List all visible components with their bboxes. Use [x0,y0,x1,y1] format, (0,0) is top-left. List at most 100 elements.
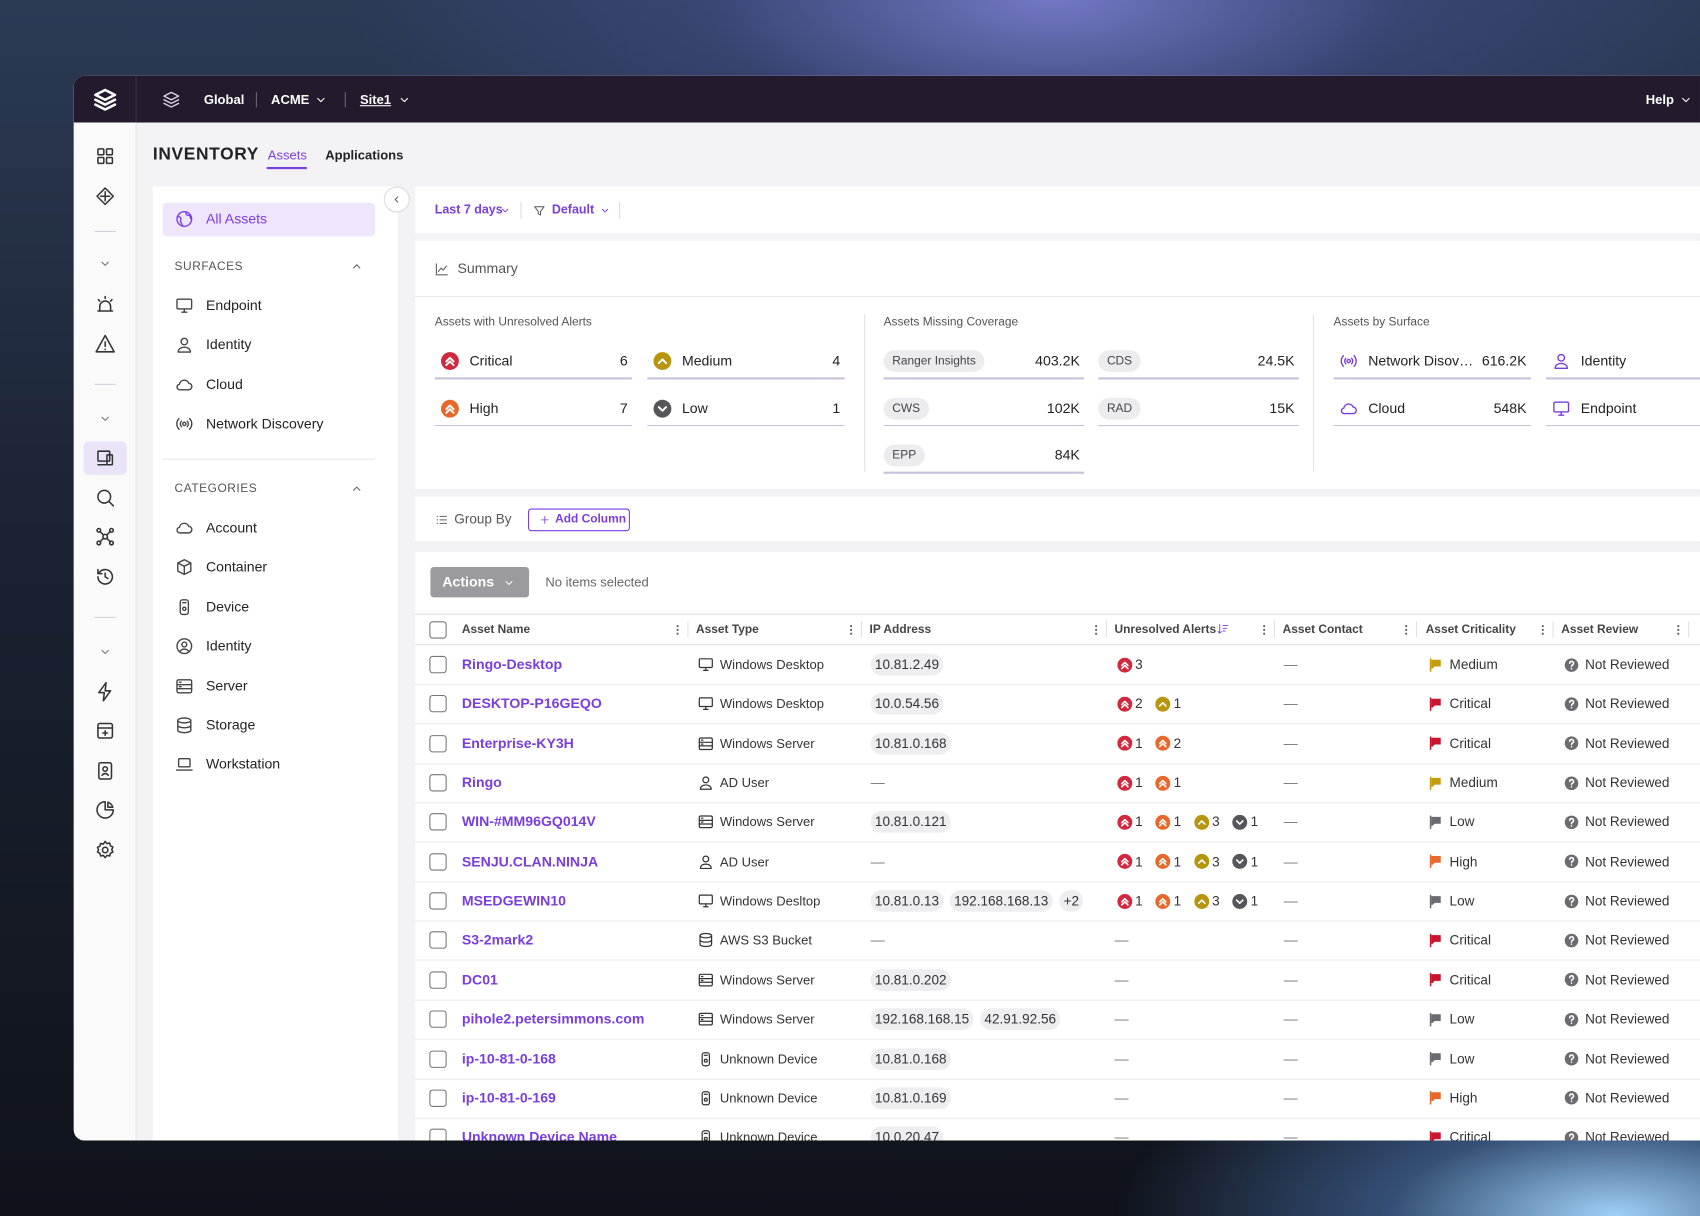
asset-type: Windows Desktop [719,696,825,712]
checkbox[interactable] [429,1050,447,1068]
review: Not Reviewed [1585,972,1670,988]
icon-part [533,205,545,215]
asset-name[interactable]: Ringo [461,774,502,791]
sidebar-item[interactable]: Identity [205,336,252,353]
icon-part [176,298,193,310]
sidebar-item[interactable]: Workstation [205,756,281,773]
sidebar-item[interactable]: Endpoint [205,297,262,314]
all-assets-bg[interactable] [162,202,376,237]
checkbox[interactable] [429,734,447,753]
column-divider [1415,621,1418,638]
icon-part [698,658,713,671]
icon-part [1094,625,1098,628]
summary-underline [1546,424,1700,427]
column-header[interactable]: Asset Review [1561,623,1639,637]
sidebar-item[interactable]: Network Discovery [205,415,324,432]
help[interactable]: Help [1645,92,1674,108]
icon-part [699,933,713,939]
asset-name[interactable]: Unknown Device Name [461,1128,617,1141]
sidebar-item[interactable]: Identity [205,637,252,654]
asset-name[interactable]: DESKTOP-P16GEQO [461,695,602,712]
column-header[interactable]: Asset Criticality [1425,623,1516,637]
asset-name[interactable]: ip-10-81-0-169 [461,1089,556,1106]
checkbox[interactable] [429,892,447,910]
criticality-flag [1427,1129,1443,1141]
filter[interactable]: Default [551,203,595,217]
icon-part [1429,736,1441,751]
checkbox[interactable] [429,774,447,792]
icon-part [698,815,713,829]
sidebar-item[interactable]: Server [205,677,248,694]
icon-part [1116,893,1132,909]
icon-part [1429,657,1441,672]
asset-name[interactable]: WIN-#MM96GQ014V [461,813,596,830]
checkbox[interactable] [429,1089,447,1107]
sidebar-item[interactable]: Account [205,519,257,536]
asset-name[interactable]: Enterprise-KY3H [461,734,574,751]
sidebar-item[interactable]: Cloud [205,375,243,393]
asset-type: Windows Desktop [719,657,825,673]
type-icon [697,1011,714,1028]
criticality: Critical [1449,735,1491,751]
scope-item[interactable]: Site1 [359,92,392,108]
checkbox[interactable] [429,813,447,831]
checkbox[interactable] [429,971,447,989]
severity-icon [1232,854,1248,870]
icon-part [1568,1014,1574,1024]
all-assets[interactable]: All Assets [205,210,268,227]
add-column-button[interactable] [527,508,630,532]
icon-part [703,706,709,711]
group-by[interactable]: Group By [454,511,512,527]
checkbox[interactable] [429,1010,447,1028]
asset-name[interactable]: MSEDGEWIN10 [461,892,567,909]
actions-button[interactable] [430,567,530,598]
review-icon [1563,814,1579,830]
severity-icon [1155,696,1171,712]
checkbox[interactable] [429,931,447,950]
sidebar-item[interactable]: Device [205,598,250,615]
review-icon [1563,1129,1579,1141]
icon-part [1235,898,1244,904]
scope-icon [162,90,182,110]
logo [92,87,118,113]
asset-type: AD User [719,775,770,791]
sidebar-item[interactable]: Container [205,558,268,576]
scope-item[interactable]: Global [203,92,245,108]
tab[interactable]: Assets [267,147,307,163]
type-icon [697,1050,714,1067]
scope-item[interactable]: ACME [271,92,310,108]
icon-part [96,840,114,859]
asset-name[interactable]: pihole2.petersimmons.com [461,1010,645,1027]
tab[interactable]: Applications [325,147,404,163]
checkbox[interactable] [429,621,447,639]
surface-icon [1551,351,1571,371]
column-header[interactable]: Asset Contact [1282,623,1363,637]
asset-name[interactable]: Ringo-Desktop [461,655,563,673]
asset-name[interactable]: ip-10-81-0-168 [461,1050,556,1067]
asset-name[interactable]: S3-2mark2 [461,931,534,949]
sidebar-item[interactable]: Storage [205,716,256,733]
checkbox[interactable] [429,655,447,674]
add-column[interactable]: Add Column [555,512,626,526]
actions[interactable]: Actions [442,573,495,590]
icon-part [540,515,549,524]
item-icon [175,335,195,355]
icon-part [101,261,109,266]
collapse-button[interactable] [383,186,410,213]
asset-name[interactable]: DC01 [461,971,498,988]
icon-part [96,800,115,819]
checkbox[interactable] [429,852,447,871]
checkbox[interactable] [429,695,447,713]
type-icon [697,853,714,870]
column-header[interactable]: IP Address [869,623,932,637]
icon-part [176,638,193,655]
checkbox[interactable] [429,1128,447,1141]
column-header[interactable]: Asset Name [461,623,531,637]
column-header[interactable]: Unresolved Alerts [1114,623,1217,637]
icon-part [176,418,193,431]
alert-count: 1 [1135,893,1143,909]
filter[interactable]: Last 7 days [434,203,503,217]
asset-name[interactable]: SENJU.CLAN.NINJA [461,852,599,870]
icon-part [698,1015,713,1023]
column-header[interactable]: Asset Type [696,623,759,637]
